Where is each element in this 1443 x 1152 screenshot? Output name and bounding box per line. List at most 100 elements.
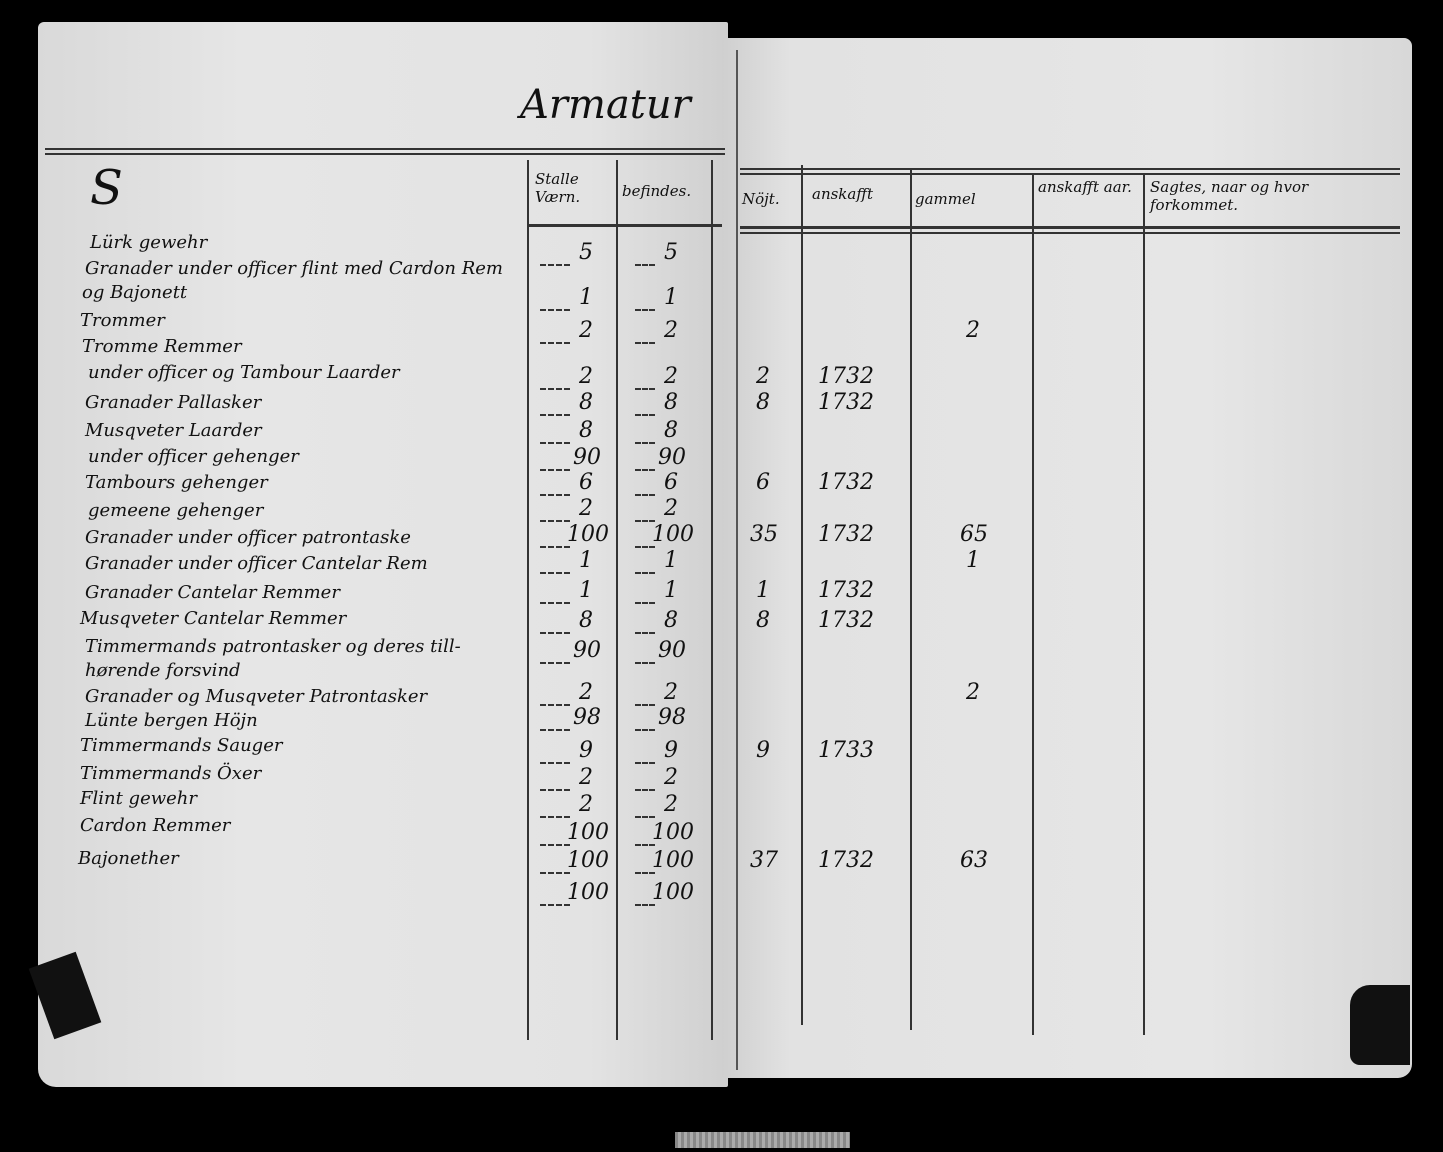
- value-stalle: 90: [573, 638, 601, 663]
- value-nojt: 8: [756, 390, 770, 415]
- value-stalle: 2: [579, 318, 593, 343]
- scan-strip: [675, 1132, 850, 1148]
- value-anskafft: 1732: [818, 848, 874, 873]
- value-stalle: 98: [573, 705, 601, 730]
- leader-dots: [635, 904, 655, 906]
- leader-dots: [540, 632, 570, 634]
- item-label: Tambours gehenger: [85, 472, 268, 493]
- value-befindes: 90: [658, 638, 686, 663]
- value-befindes: 2: [664, 496, 678, 521]
- column-rule: [527, 160, 529, 1040]
- leader-dots: [635, 309, 655, 311]
- page-title: Armatur: [520, 82, 691, 128]
- leader-dots: [540, 442, 570, 444]
- rule: [740, 168, 1400, 170]
- value-befindes: 2: [664, 364, 678, 389]
- leader-dots: [635, 442, 655, 444]
- leader-dots: [635, 494, 655, 496]
- header-stalle: Stalle Værn.: [535, 170, 581, 206]
- value-nojt: 35: [750, 522, 778, 547]
- leader-dots: [540, 309, 570, 311]
- leader-dots: [635, 844, 655, 846]
- value-stalle: 100: [567, 880, 609, 905]
- leader-dots: [540, 816, 570, 818]
- item-label: Granader under officer patrontaske: [85, 527, 411, 548]
- value-befindes: 98: [658, 705, 686, 730]
- value-befindes: 6: [664, 470, 678, 495]
- value-gammel: 65: [960, 522, 988, 547]
- item-label: Lünte bergen Höjn: [85, 710, 258, 731]
- value-stalle: 2: [579, 364, 593, 389]
- leader-dots: [635, 572, 655, 574]
- value-stalle: 6: [579, 470, 593, 495]
- leader-dots: [635, 789, 655, 791]
- value-stalle: 1: [579, 285, 593, 310]
- value-befindes: 5: [664, 240, 678, 265]
- value-stalle: 2: [579, 765, 593, 790]
- value-stalle: 2: [579, 496, 593, 521]
- leader-dots: [635, 469, 655, 471]
- rule: [740, 232, 1400, 234]
- value-gammel: 2: [966, 318, 980, 343]
- leader-dots: [635, 414, 655, 416]
- value-befindes: 2: [664, 792, 678, 817]
- value-befindes: 8: [664, 608, 678, 633]
- value-befindes: 1: [664, 578, 678, 603]
- value-stalle: 8: [579, 608, 593, 633]
- value-nojt: 9: [756, 738, 770, 763]
- leader-dots: [540, 602, 570, 604]
- item-label: og Bajonett: [82, 282, 188, 303]
- leader-dots: [540, 342, 570, 344]
- value-anskafft: 1732: [818, 578, 874, 603]
- value-stalle: 100: [567, 522, 609, 547]
- value-stalle: 2: [579, 680, 593, 705]
- column-rule: [910, 170, 912, 1030]
- value-stalle: 8: [579, 418, 593, 443]
- leader-dots: [540, 872, 570, 874]
- value-anskafft: 1733: [818, 738, 874, 763]
- header-anskafft: anskafft: [812, 185, 873, 203]
- leader-dots: [635, 388, 655, 390]
- leader-dots: [540, 264, 570, 266]
- column-rule: [801, 165, 803, 1025]
- value-nojt: 1: [756, 578, 770, 603]
- item-label: Timmermands Sauger: [80, 735, 283, 756]
- item-label: Bajonether: [78, 848, 179, 869]
- value-stalle: 100: [567, 820, 609, 845]
- rule: [45, 148, 725, 150]
- item-label: under officer gehenger: [88, 446, 299, 467]
- value-stalle: 1: [579, 578, 593, 603]
- value-stalle: 100: [567, 848, 609, 873]
- item-label: Timmermands Öxer: [80, 763, 262, 784]
- value-stalle: 1: [579, 548, 593, 573]
- item-label: Musqveter Cantelar Remmer: [80, 608, 347, 629]
- value-befindes: 2: [664, 318, 678, 343]
- value-befindes: 2: [664, 765, 678, 790]
- item-label: Tromme Remmer: [82, 336, 242, 357]
- value-gammel: 2: [966, 680, 980, 705]
- leader-dots: [540, 388, 570, 390]
- leader-dots: [540, 704, 570, 706]
- item-label: Flint gewehr: [80, 788, 197, 809]
- value-befindes: 1: [664, 285, 678, 310]
- item-label: Trommer: [80, 310, 165, 331]
- value-nojt: 6: [756, 470, 770, 495]
- header-befindes: befindes.: [622, 182, 692, 200]
- leader-dots: [540, 546, 570, 548]
- item-label: Granader Cantelar Remmer: [85, 582, 340, 603]
- left-page: [38, 22, 728, 1087]
- leader-dots: [540, 494, 570, 496]
- value-anskafft: 1732: [818, 522, 874, 547]
- item-label: Granader og Musqveter Patrontasker: [85, 686, 428, 707]
- leader-dots: [635, 546, 655, 548]
- value-befindes: 100: [652, 522, 694, 547]
- value-befindes: 100: [652, 880, 694, 905]
- value-anskafft: 1732: [818, 608, 874, 633]
- value-anskafft: 1732: [818, 364, 874, 389]
- value-stalle: 5: [579, 240, 593, 265]
- rule: [527, 224, 722, 227]
- binding-tab-right: [1350, 985, 1410, 1065]
- value-anskafft: 1732: [818, 390, 874, 415]
- item-label: Musqveter Laarder: [85, 420, 262, 441]
